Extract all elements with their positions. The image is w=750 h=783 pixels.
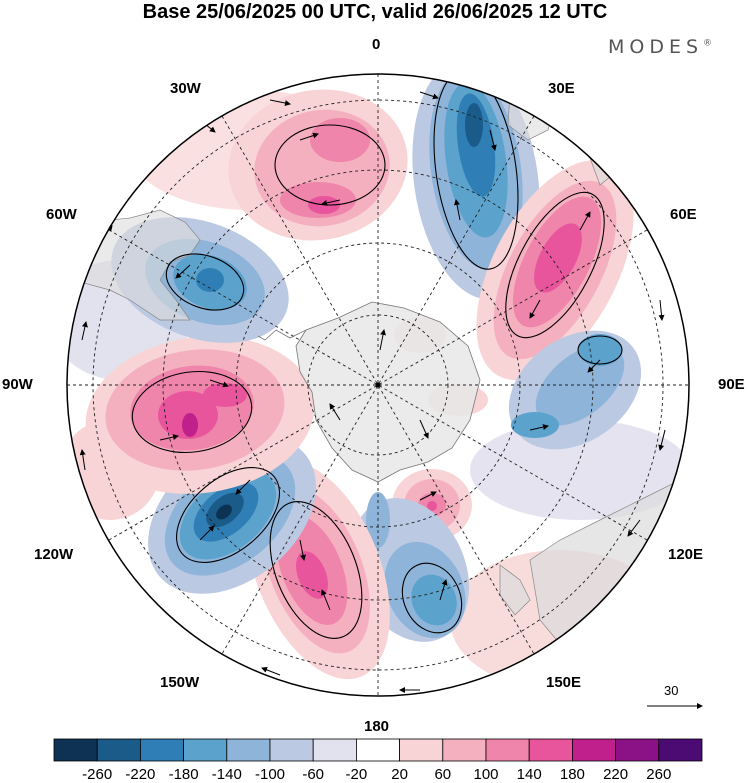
colorbar-swatch [572,738,617,762]
colorbar-tick-label: 20 [391,766,408,783]
colorbar-swatch [658,738,703,762]
colorbar-swatch [53,738,98,762]
colorbar-tick-label: -180 [168,766,199,783]
colorbar-tick-label: -20 [345,766,368,783]
colorbar-swatch [399,738,444,762]
modes-logo: MODES® [608,36,713,58]
vector-scale-label: 30 [664,683,679,698]
colorbar-tick-label: -100 [254,766,286,783]
label-180: 180 [364,718,390,735]
colorbar-tick-label: 60 [434,766,452,783]
colorbar-swatch [485,738,530,762]
colorbar-swatch [183,738,228,762]
colorbar-swatch [442,738,487,762]
label-120e: 120E [668,546,704,563]
colorbar-tick-label: 100 [473,766,499,783]
colorbar-tick-label: 140 [516,766,542,783]
antarctica-landmass [295,301,481,483]
streamlines [131,74,623,639]
colorbar-tick-label: 260 [646,766,672,783]
colorbar-tick-label: -140 [211,766,242,783]
label-90w: 90W [2,376,33,393]
colorbar-tick-label: 180 [559,766,585,783]
colorbar [53,738,703,762]
colorbar-tick-label: 220 [603,766,629,783]
label-0: 0 [372,36,381,53]
colorbar-tick-label: -260 [82,766,113,783]
colorbar-tick-label: -220 [125,766,156,783]
label-120w: 120W [34,546,74,563]
graticule [67,74,689,696]
colorbar-swatch [355,738,400,762]
colorbar-swatch [312,738,357,762]
antarctic-peninsula-outline [257,329,307,341]
label-150e: 150E [546,674,582,691]
colorbar-swatch [226,738,271,762]
new-zealand-landmass [499,564,531,616]
label-60e: 60E [670,206,697,223]
colorbar-swatch [269,738,314,762]
anomaly-region [470,420,689,520]
label-60w: 60W [46,206,77,223]
colorbar-swatch [615,738,660,762]
colorbar-swatch [528,738,573,762]
map-border [66,73,690,697]
label-30w: 30W [170,80,201,97]
map-title: Base 25/06/2025 00 UTC, valid 26/06/2025… [142,1,608,23]
south-pole-marker [375,382,381,388]
label-90e: 90E [718,376,745,393]
label-150w: 150W [160,674,200,691]
positive-anomaly-55e [476,160,634,380]
colorbar-swatch [139,738,184,762]
label-30e: 30E [548,80,575,97]
colorbar-swatch [96,738,141,762]
colorbar-tick-label: -60 [302,766,325,783]
